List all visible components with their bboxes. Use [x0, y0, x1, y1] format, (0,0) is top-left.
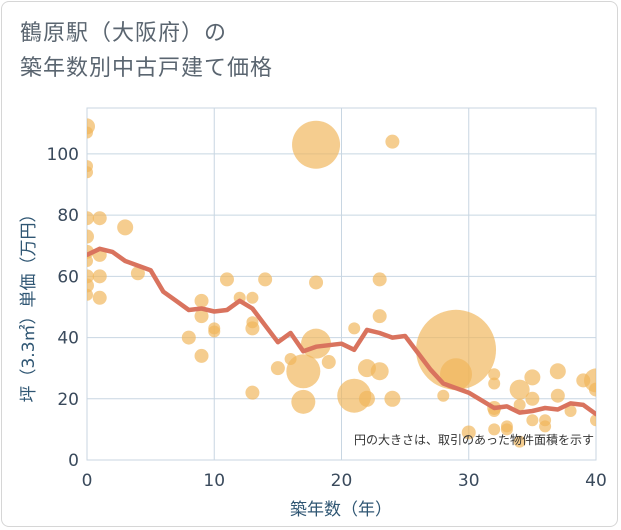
- bubble-point: [488, 377, 501, 390]
- bubble-point: [245, 321, 260, 336]
- bubble-point: [292, 120, 341, 169]
- bubble-point: [92, 211, 107, 226]
- bubble-point: [370, 362, 389, 381]
- bubble-point: [258, 272, 273, 287]
- bubble-point: [440, 358, 473, 391]
- bubble-point: [590, 414, 596, 427]
- bubble-point: [461, 425, 476, 440]
- bubble-point: [87, 288, 93, 301]
- x-tick-label: 20: [331, 471, 353, 491]
- bubble-point: [130, 266, 145, 281]
- bubble-point: [509, 379, 530, 400]
- axis-ticks: 0 20 40 60 80 100 0 10 20 30 40: [47, 145, 607, 491]
- bubble-point: [117, 219, 134, 236]
- bubble-point: [524, 369, 541, 386]
- y-tick-label: 40: [57, 329, 79, 349]
- bubble-point: [245, 385, 260, 400]
- x-tick-label: 40: [585, 471, 607, 491]
- bubble-point: [92, 269, 107, 284]
- bubble-point: [194, 293, 209, 308]
- chart-title-line-1: 鶴原駅（大阪府）の: [20, 21, 228, 46]
- bubble-point: [87, 126, 93, 139]
- bubble-point: [270, 361, 285, 376]
- bubble-point: [564, 405, 577, 418]
- x-axis-label: 築年数（年）: [290, 500, 392, 520]
- y-tick-label: 100: [47, 145, 79, 165]
- bubble-point: [181, 330, 196, 345]
- bubble-point: [246, 291, 259, 304]
- bubble-point: [549, 363, 566, 380]
- bubble-point: [488, 423, 501, 436]
- bubble-point: [286, 354, 321, 389]
- bubble-point: [309, 275, 324, 290]
- bubble-point: [372, 272, 387, 287]
- y-tick-label: 60: [57, 267, 79, 287]
- bubble-point: [589, 382, 596, 397]
- bubble-point: [87, 229, 94, 244]
- bubble-point: [488, 368, 501, 381]
- x-tick-label: 30: [458, 471, 480, 491]
- y-tick-label: 0: [68, 451, 79, 471]
- bubble-point: [372, 309, 387, 324]
- x-tick-label: 0: [82, 471, 93, 491]
- trend-line-group: [87, 246, 596, 417]
- bubble-point: [513, 435, 526, 448]
- bubble-point: [92, 290, 107, 305]
- bubbles: [87, 118, 596, 448]
- y-axis-label: 坪（3.3㎡）単価（万円）: [19, 205, 39, 402]
- bubble-point: [437, 389, 450, 402]
- size-note: 円の大きさは、取引のあった物件面積を示す: [354, 432, 594, 447]
- bubble-point: [87, 211, 94, 226]
- bubble-point: [87, 166, 93, 179]
- bubble-point: [87, 255, 93, 268]
- bubble-point: [500, 423, 513, 436]
- bubble-point: [525, 391, 540, 406]
- y-tick-label: 20: [57, 390, 79, 410]
- bubble-point: [513, 398, 526, 411]
- chart-title: 鶴原駅（大阪府）の 築年数別中古戸建て価格: [20, 16, 273, 86]
- bubble-point: [385, 134, 400, 149]
- bubble-point: [208, 325, 221, 338]
- bubble-point: [194, 348, 209, 363]
- bubble-point: [219, 272, 234, 287]
- bubble-point: [321, 355, 336, 370]
- chart-title-line-2: 築年数別中古戸建て価格: [20, 56, 274, 81]
- x-tick-label: 10: [203, 471, 225, 491]
- bubble-point: [416, 309, 497, 390]
- bubble-point: [550, 388, 565, 403]
- bubble-point: [194, 309, 209, 324]
- bubble-point: [539, 420, 552, 433]
- bubble-point: [384, 390, 401, 407]
- bubble-point: [348, 322, 361, 335]
- bubble-point: [526, 414, 539, 427]
- bubble-point: [358, 390, 375, 407]
- bubble-point: [291, 389, 316, 414]
- trend-line: [87, 246, 596, 417]
- y-tick-label: 80: [57, 206, 79, 226]
